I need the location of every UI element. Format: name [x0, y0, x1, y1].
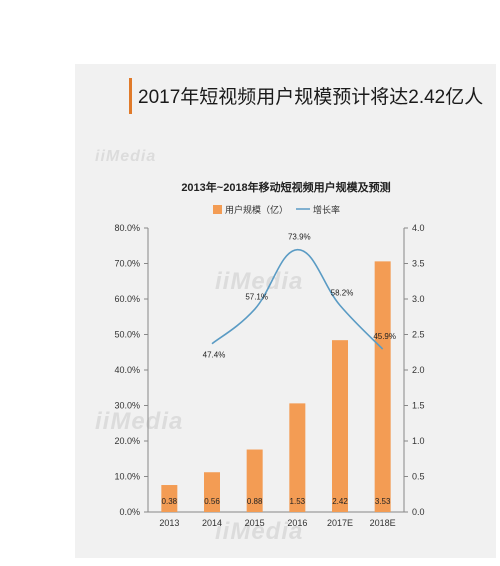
chart-axes: 0.0% 10.0% 20.0% 30.0% 40.0% 50.0% 60.0% 70.0% 8… [114, 223, 424, 528]
right-axis-tick-label: 2.5 [412, 330, 425, 340]
bar-value-label: 2.42 [332, 497, 348, 506]
left-axis-tick-label: 0.0% [119, 507, 140, 517]
x-axis-tick-label: 2013 [159, 518, 179, 528]
watermark-logo: iiMedia [95, 408, 184, 435]
bar-value-label: 0.38 [162, 497, 178, 506]
line-value-label: 45.9% [373, 332, 396, 341]
growth-rate-line [211, 248, 384, 350]
right-axis-tick-label: 3.5 [412, 259, 425, 269]
right-axis-tick-label: 0.5 [412, 472, 425, 482]
bar-value-label: 1.53 [290, 497, 306, 506]
left-axis-tick-label: 80.0% [114, 223, 140, 233]
left-axis-tick-label: 10.0% [114, 472, 140, 482]
bar [332, 340, 348, 512]
watermark-logo: iiMedia [215, 268, 304, 295]
x-axis-tick-label: 2015 [245, 518, 265, 528]
right-axis-tick-label: 4.0 [412, 223, 425, 233]
bar [289, 403, 306, 512]
right-axis-tick-label: 0.0 [412, 507, 425, 517]
left-axis-tick-label: 20.0% [114, 436, 140, 446]
legend: 用户规模（亿） 增长率 [213, 204, 340, 215]
right-axis-tick-label: 1.0 [412, 436, 425, 446]
watermark-logo: iiMedia [95, 148, 157, 165]
left-axis-tick-label: 30.0% [114, 401, 140, 411]
bar [374, 261, 391, 512]
bar [161, 485, 178, 512]
watermark-logo: iiMedia [215, 518, 304, 545]
legend-bar-swatch [213, 205, 222, 214]
bar [204, 472, 220, 512]
line-value-label: 58.2% [331, 288, 354, 297]
x-axis-tick-label: 2018E [370, 518, 396, 528]
line-value-label: 73.9% [288, 233, 311, 242]
chart-title: 2013年~2018年移动短视频用户规模及预测 [181, 180, 390, 194]
legend-line-label: 增长率 [313, 204, 340, 215]
slide-headline: 2017年短视频用户规模预计将达2.42亿人 [138, 87, 484, 108]
line-value-label: 47.4% [203, 351, 226, 360]
left-axis-tick-label: 40.0% [114, 365, 140, 375]
x-axis-tick-label: 2017E [327, 518, 353, 528]
right-axis-tick-label: 2.0 [412, 365, 425, 375]
legend-bar-label: 用户规模（亿） [225, 204, 288, 215]
slide-background [75, 64, 496, 558]
bar-series: 0.38 0.56 0.88 1.53 2.42 3.53 [161, 261, 391, 512]
right-axis-tick-label: 1.5 [412, 401, 425, 411]
headline-accent-bar [129, 78, 132, 114]
x-axis-tick-label: 2016 [287, 518, 307, 528]
left-axis-tick-label: 70.0% [114, 259, 140, 269]
bar [246, 449, 263, 512]
right-axis-tick-label: 3.0 [412, 294, 425, 304]
bar-value-label: 0.56 [204, 497, 220, 506]
bar-value-label: 0.88 [247, 497, 263, 506]
bar-value-label: 3.53 [375, 497, 391, 506]
x-axis-tick-label: 2014 [202, 518, 222, 528]
line-value-label: 57.1% [245, 292, 268, 301]
left-axis-tick-label: 50.0% [114, 330, 140, 340]
line-series: 47.4% 57.1% 73.9% 58.2% 45.9% [203, 233, 396, 360]
left-axis-tick-label: 60.0% [114, 294, 140, 304]
